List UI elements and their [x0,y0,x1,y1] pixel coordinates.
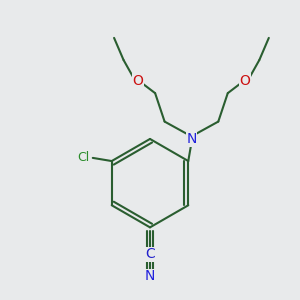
Text: C: C [145,247,155,261]
Text: Cl: Cl [77,152,89,164]
Text: O: O [240,74,250,88]
Text: O: O [132,74,143,88]
Text: N: N [186,132,197,146]
Text: N: N [145,269,155,283]
